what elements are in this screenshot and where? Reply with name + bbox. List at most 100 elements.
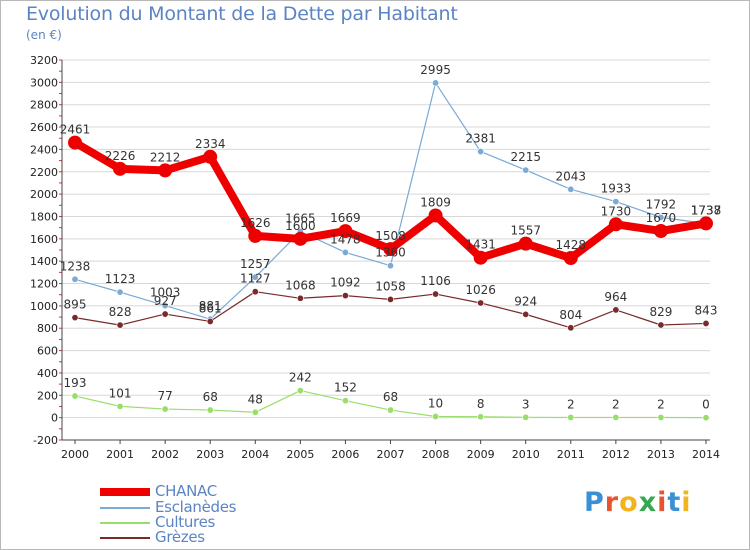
logo-letter: P [584, 487, 605, 518]
data-label: 2 [657, 397, 665, 411]
data-label: 1127 [240, 272, 271, 286]
data-point [657, 413, 665, 421]
data-point [386, 295, 394, 303]
data-point [296, 294, 304, 302]
data-label: 924 [514, 294, 537, 308]
data-label: 828 [109, 305, 132, 319]
y-tick-label: 3000 [30, 76, 58, 89]
data-label: 1737 [691, 204, 722, 218]
data-label: 1600 [285, 219, 316, 233]
y-tick-label: 1400 [30, 255, 58, 268]
data-point [612, 306, 620, 314]
data-label: 2226 [105, 149, 136, 163]
y-tick-label: 1000 [30, 300, 58, 313]
data-label: 2043 [556, 169, 587, 183]
data-label: 1026 [465, 283, 496, 297]
data-point [341, 292, 349, 300]
data-point [702, 414, 710, 422]
data-label: 10 [428, 397, 443, 411]
data-label: 68 [383, 390, 398, 404]
legend-label-cultures: Cultures [155, 513, 216, 531]
data-label: 1738 [691, 203, 722, 217]
data-label: 1669 [330, 211, 361, 225]
data-label: 1058 [375, 279, 406, 293]
data-label: 1238 [60, 259, 91, 273]
data-label: 1478 [330, 232, 361, 246]
data-point [657, 321, 665, 329]
data-point [563, 251, 578, 266]
data-label: 881 [199, 299, 222, 313]
data-label: 2 [612, 397, 620, 411]
data-label: 101 [109, 386, 132, 400]
data-point [612, 198, 620, 206]
data-point [71, 314, 79, 322]
chart-unit: (en €) [26, 28, 62, 42]
data-label: 1360 [375, 246, 406, 260]
data-point [68, 135, 82, 150]
data-label: 3 [522, 397, 530, 411]
data-label: 48 [248, 392, 263, 406]
data-label: 1003 [150, 286, 181, 300]
data-label: 2334 [195, 137, 226, 151]
data-point [251, 288, 259, 296]
legend-label-chanac: CHANAC [155, 482, 217, 500]
data-label: 1508 [375, 229, 406, 243]
data-point [206, 317, 214, 325]
x-tick-label: 2013 [647, 448, 675, 461]
data-label: 1092 [330, 276, 361, 290]
data-label: 2 [567, 397, 575, 411]
data-point [702, 319, 710, 327]
logo-letter: o [619, 487, 639, 518]
data-point [161, 310, 169, 318]
y-tick-label: 1200 [30, 278, 58, 291]
legend-swatch-cultures [100, 522, 150, 524]
data-point [428, 208, 443, 223]
data-label: 1730 [601, 204, 632, 218]
proxiti-logo: Proxiti [584, 487, 692, 518]
data-point [522, 310, 530, 318]
data-point [296, 387, 304, 395]
data-point [518, 236, 533, 251]
data-point [657, 213, 665, 221]
data-label: 1068 [285, 278, 316, 292]
data-label: 1670 [646, 211, 677, 225]
data-label: 829 [649, 305, 672, 319]
data-point [432, 79, 440, 87]
y-tick-label: 3200 [30, 54, 58, 67]
data-point [473, 250, 488, 265]
data-point [477, 299, 485, 307]
data-point [477, 413, 485, 421]
data-point [116, 402, 124, 410]
chart-title: Evolution du Montant de la Dette par Hab… [26, 3, 458, 25]
x-tick-label: 2006 [331, 448, 359, 461]
data-label: 2461 [60, 123, 91, 137]
y-tick-label: 2600 [30, 121, 58, 134]
data-point [248, 228, 263, 243]
data-point [432, 290, 440, 298]
data-point [71, 392, 79, 400]
data-point [206, 406, 214, 414]
x-tick-label: 2008 [422, 448, 450, 461]
data-label: 843 [695, 303, 718, 317]
data-point [567, 185, 575, 193]
y-tick-label: 800 [37, 322, 58, 335]
y-tick-label: 200 [37, 389, 58, 402]
y-tick-label: 2000 [30, 188, 58, 201]
data-point [293, 231, 308, 246]
x-tick-label: 2003 [196, 448, 224, 461]
logo-letter: i [657, 487, 668, 518]
data-label: 1626 [240, 216, 271, 230]
data-label: 804 [559, 308, 582, 322]
data-label: 895 [64, 298, 87, 312]
data-point [161, 302, 169, 310]
data-point [116, 288, 124, 296]
x-tick-label: 2012 [602, 448, 630, 461]
data-point [161, 405, 169, 413]
x-tick-label: 2011 [557, 448, 585, 461]
data-label: 1809 [420, 195, 451, 209]
x-tick-label: 2004 [241, 448, 269, 461]
data-label: 861 [199, 301, 222, 315]
data-point [338, 224, 353, 239]
legend-swatch-esclanedes [100, 507, 150, 509]
y-tick-label: -200 [33, 434, 58, 447]
